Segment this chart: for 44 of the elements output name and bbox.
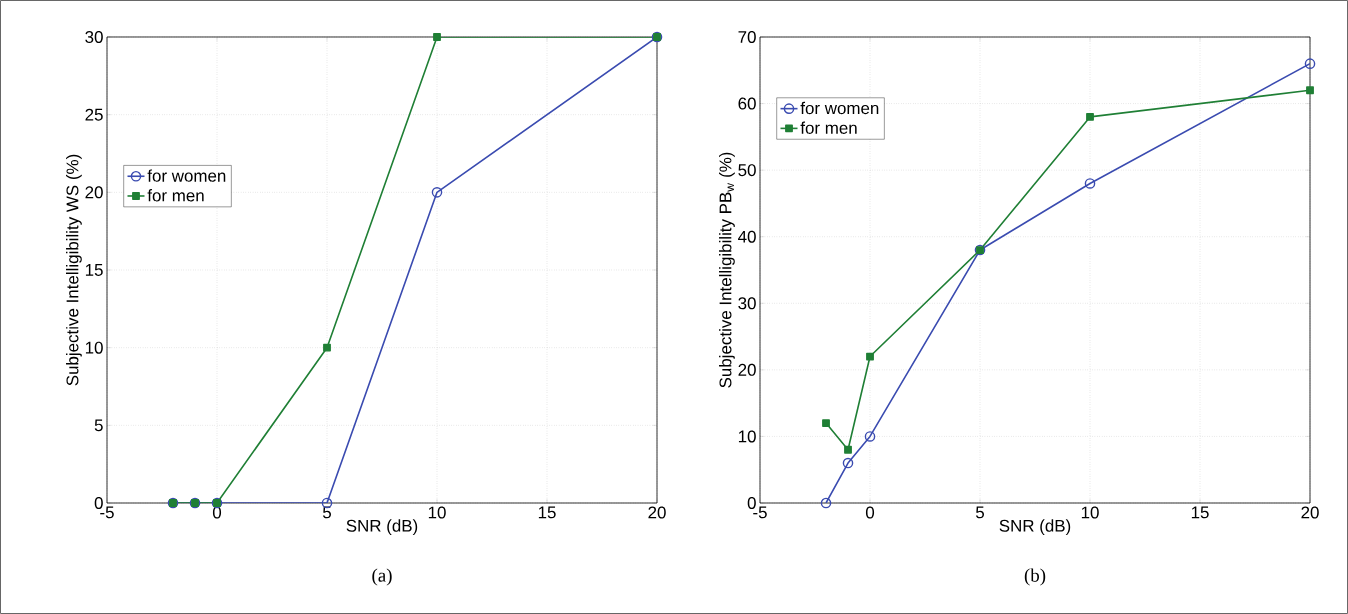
point [1306, 86, 1314, 95]
x-axis-title: SNR (dB) [346, 519, 418, 536]
x-tick-label: 15 [538, 506, 556, 519]
y-tick-label: 10 [738, 430, 756, 443]
x-tick-label: 5 [975, 506, 984, 519]
x-tick-label: 10 [1081, 506, 1099, 519]
point [842, 457, 854, 469]
point [1304, 58, 1316, 69]
y-axis-title: Subjective Intelligibility PB$_{w}$ (%) [719, 152, 735, 388]
legend-label: for women [800, 101, 879, 115]
point [431, 187, 443, 198]
text: (a) [372, 568, 392, 586]
y-tick-label: 20 [85, 186, 103, 199]
y-tick-label: 30 [85, 30, 103, 43]
x-tick-label: 15 [1191, 506, 1209, 519]
text: (b) [1024, 568, 1046, 586]
y-axis-title: Subjective Intelligibility WS (%) [66, 154, 82, 386]
point [864, 431, 876, 442]
legend-label: for women [147, 169, 226, 182]
point [1084, 178, 1096, 189]
y-tick-label: 70 [738, 31, 756, 43]
point [844, 445, 852, 454]
y-tick-label: 15 [85, 264, 103, 276]
legend-label: for men [800, 121, 857, 134]
y-tick-label: 30 [738, 297, 756, 310]
y-tick-label: 50 [738, 164, 756, 177]
point [866, 352, 874, 361]
point [822, 419, 830, 428]
x-axis-title: SNR (dB) [999, 519, 1071, 536]
point [820, 497, 832, 509]
point [323, 343, 331, 352]
x-tick-label: 0 [865, 506, 875, 519]
point [1086, 112, 1094, 121]
legend-label: for men [147, 189, 204, 202]
y-tick-label: 10 [85, 341, 103, 354]
point [433, 33, 441, 41]
y-tick-label: 5 [94, 419, 103, 432]
x-tick-label: 20 [648, 506, 666, 519]
y-tick-label: 25 [85, 108, 103, 121]
x-tick-label: 10 [428, 506, 446, 519]
y-tick-label: 40 [738, 230, 756, 243]
x-tick-label: 20 [1301, 506, 1319, 519]
y-tick-label: 60 [738, 97, 756, 110]
y-tick-label: 20 [738, 363, 756, 376]
